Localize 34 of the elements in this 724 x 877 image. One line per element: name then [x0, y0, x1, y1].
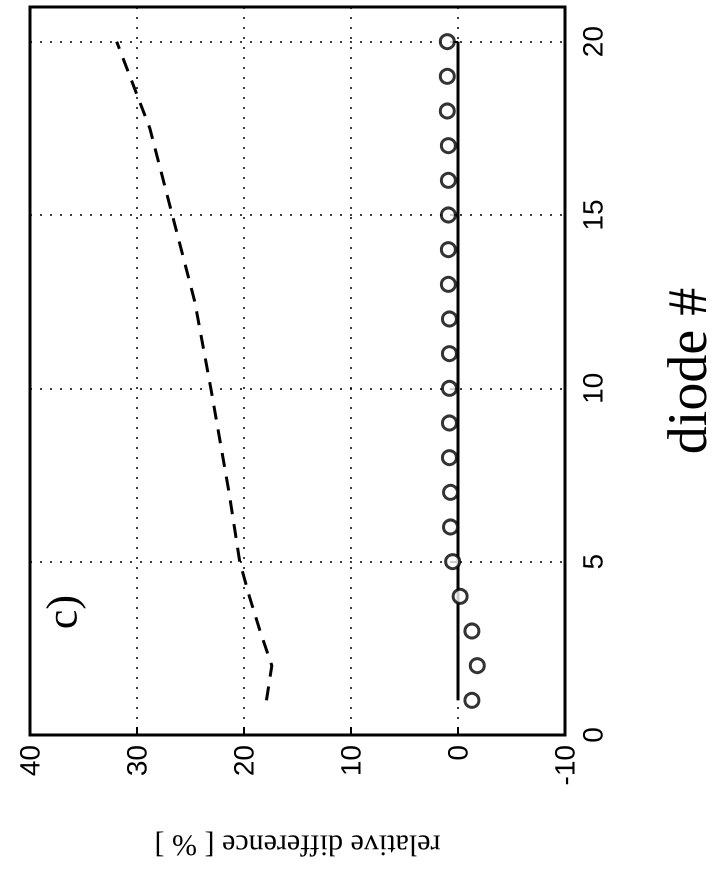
point [442, 484, 460, 501]
point [463, 692, 480, 709]
point [440, 310, 458, 328]
x-tick-label: 40 [14, 745, 46, 776]
annotation: c) [38, 594, 86, 630]
y-tick-label: 20 [578, 26, 608, 58]
x-tick-label: 10 [336, 745, 366, 776]
point [440, 276, 457, 293]
point [463, 622, 480, 640]
y-tick-label: 10 [578, 372, 608, 404]
x-tick-label: 0 [442, 745, 474, 761]
point [452, 588, 469, 605]
point [440, 241, 457, 258]
point [442, 518, 460, 536]
x-tick-label: -10 [550, 745, 580, 786]
point [440, 206, 457, 224]
point [440, 137, 457, 154]
point [440, 172, 457, 189]
point [438, 102, 456, 120]
point [440, 449, 458, 466]
point [438, 33, 456, 50]
point [468, 657, 486, 674]
point [440, 380, 458, 397]
x-axis-title: relative difference [ % ] [154, 828, 440, 862]
y-tick-label: 15 [578, 199, 608, 231]
x-tick-label: 30 [122, 745, 152, 776]
x-tick-label: 20 [228, 745, 260, 776]
point [440, 414, 458, 432]
point [444, 553, 462, 570]
y-tick-label: 0 [578, 727, 608, 743]
y-axis-title: diode # [657, 288, 719, 454]
point [438, 68, 456, 85]
point [440, 345, 458, 362]
y-tick-label: 5 [578, 554, 608, 570]
